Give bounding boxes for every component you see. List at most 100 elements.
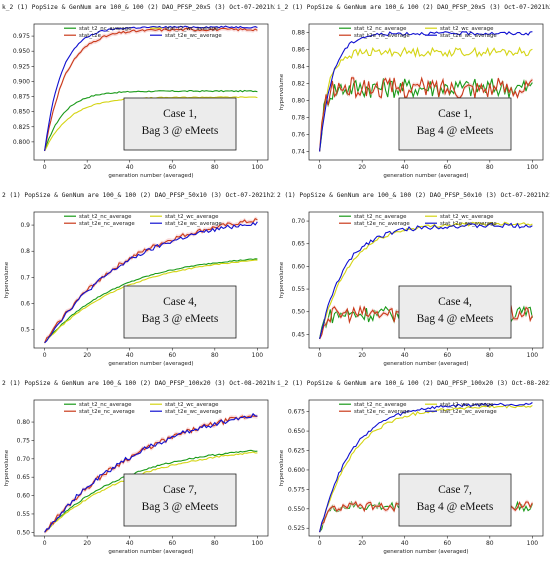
- case-box: [123, 285, 237, 339]
- y-tick-label: 0.45: [292, 331, 306, 338]
- y-axis-label: hypervolume: [279, 261, 285, 298]
- y-tick-label: 0.80: [17, 419, 31, 426]
- x-tick-label: 20: [83, 352, 91, 359]
- case-box-text: Bag 3 @ eMeets: [142, 313, 219, 325]
- x-tick-label: 40: [126, 164, 134, 171]
- y-tick-label: 0.975: [13, 33, 30, 40]
- case-box-text: Bag 3 @ eMeets: [142, 125, 219, 137]
- series-line-stat_t2_wc_average: [319, 46, 533, 152]
- plot-frame: [33, 399, 269, 537]
- x-tick-label: 20: [358, 540, 366, 547]
- x-tick-label: 100: [527, 352, 539, 359]
- y-tick-label: 0.55: [17, 511, 31, 518]
- case-box-text: Case 1,: [438, 108, 472, 120]
- legend-label: stat_t2_wc_average: [165, 26, 219, 32]
- series-line-stat_t2e_wc_average: [44, 412, 258, 533]
- chart-panel-1: k_2 (1) PopSize & GenNum are 100_& 100 (…: [0, 0, 275, 188]
- series-line-stat_t2_nc_average: [44, 449, 258, 533]
- x-tick-label: 20: [358, 164, 366, 171]
- series-line-stat_t2_wc_average: [44, 96, 258, 152]
- plot-frame: [308, 399, 544, 537]
- y-tick-label: 0.78: [292, 115, 306, 122]
- y-tick-label: 0.525: [288, 525, 305, 532]
- legend-label: stat_t2e_nc_average: [79, 221, 135, 227]
- case-box: [123, 97, 237, 151]
- case-box: [123, 473, 237, 527]
- y-tick-label: 0.600: [288, 467, 305, 474]
- case-box-text: Case 7,: [163, 484, 197, 496]
- y-tick-label: 0.850: [13, 109, 30, 116]
- series-line-stat_t2_wc_average: [44, 451, 258, 533]
- x-tick-label: 60: [443, 352, 451, 359]
- y-tick-label: 0.6: [20, 301, 30, 308]
- x-tick-label: 20: [83, 164, 91, 171]
- legend-label: stat_t2_wc_average: [165, 402, 219, 408]
- x-tick-label: 0: [318, 164, 322, 171]
- y-tick-label: 0.550: [288, 506, 305, 513]
- chart-panel-5: 2 (1) PopSize & GenNum are 100_& 100 (2)…: [0, 376, 275, 564]
- y-tick-label: 0.575: [288, 486, 305, 493]
- y-axis-label: hypervolume: [279, 73, 285, 110]
- series-line-stat_t2_nc_average: [44, 89, 258, 152]
- legend-label: stat_t2e_wc_average: [440, 409, 497, 415]
- y-tick-label: 0.86: [292, 47, 306, 54]
- x-tick-label: 60: [168, 540, 176, 547]
- y-tick-label: 0.825: [13, 124, 30, 131]
- x-tick-label: 80: [211, 352, 219, 359]
- case-box-text: Bag 4 @ eMeets: [417, 501, 494, 513]
- chart-svg: 2 (1) PopSize & GenNum are 100_& 100 (2)…: [2, 192, 275, 367]
- legend-label: stat_t2e_wc_average: [165, 33, 222, 39]
- y-tick-label: 0.70: [17, 456, 31, 463]
- legend-label: stat_t2e_nc_average: [354, 221, 410, 227]
- y-tick-label: 0.50: [17, 529, 31, 536]
- series-group: [44, 412, 258, 535]
- case-box-text: Case 7,: [438, 484, 472, 496]
- y-tick-label: 0.60: [17, 493, 31, 500]
- case-box: [398, 473, 512, 527]
- y-tick-label: 0.60: [292, 263, 306, 270]
- legend-label: stat_t2e_wc_average: [165, 409, 222, 415]
- x-tick-label: 20: [358, 352, 366, 359]
- x-tick-label: 20: [83, 540, 91, 547]
- y-tick-label: 0.875: [13, 94, 30, 101]
- x-tick-label: 40: [401, 540, 409, 547]
- y-tick-label: 0.5: [20, 327, 30, 334]
- chart-svg: 2 (1) PopSize & GenNum are 100_& 100 (2)…: [277, 192, 550, 367]
- series-line-stat_t2_nc_average: [44, 258, 258, 344]
- y-tick-label: 0.675: [288, 409, 305, 416]
- y-axis-label: hypervolume: [279, 449, 285, 486]
- legend-label: stat_t2_wc_average: [440, 26, 494, 32]
- legend-label: stat_t2e_nc_average: [79, 409, 135, 415]
- x-tick-label: 80: [211, 540, 219, 547]
- legend-label: stat_t2_wc_average: [165, 214, 219, 220]
- chart-panel-4: 2 (1) PopSize & GenNum are 100_& 100 (2)…: [275, 188, 550, 376]
- y-tick-label: 0.800: [13, 139, 30, 146]
- x-tick-label: 0: [318, 352, 322, 359]
- chart-title: k_2 (1) PopSize & GenNum are 100_& 100 (…: [2, 4, 275, 11]
- x-tick-label: 40: [401, 164, 409, 171]
- series-line-stat_t2e_nc_average: [319, 76, 533, 152]
- x-axis-label: generation number (averaged): [383, 173, 468, 179]
- case-box: [398, 97, 512, 151]
- case-box-text: Bag 3 @ eMeets: [142, 501, 219, 513]
- x-tick-label: 60: [443, 164, 451, 171]
- y-tick-label: 0.950: [13, 48, 30, 55]
- chart-svg: i_2 (1) PopSize & GenNum are 100_& 100 (…: [277, 380, 550, 555]
- legend-label: stat_t2e_wc_average: [440, 221, 497, 227]
- chart-title: i_2 (1) PopSize & GenNum are 100_& 100 (…: [277, 380, 550, 387]
- series-group: [44, 25, 258, 154]
- x-tick-label: 0: [43, 352, 47, 359]
- series-line-stat_t2e_wc_average: [44, 221, 258, 344]
- case-box-text: Bag 4 @ eMeets: [417, 125, 494, 137]
- y-axis-label: hypervolume: [4, 261, 10, 298]
- chart-panel-3: 2 (1) PopSize & GenNum are 100_& 100 (2)…: [0, 188, 275, 376]
- legend-label: stat_t2_nc_average: [79, 402, 132, 408]
- chart-svg: i_2 (1) PopSize & GenNum are 100_& 100 (…: [277, 4, 550, 179]
- x-tick-label: 100: [527, 164, 539, 171]
- x-tick-label: 60: [168, 352, 176, 359]
- legend-label: stat_t2_nc_average: [79, 26, 132, 32]
- x-tick-label: 80: [211, 164, 219, 171]
- legend-label: stat_t2e_wc_average: [165, 221, 222, 227]
- plot-frame: [308, 211, 544, 349]
